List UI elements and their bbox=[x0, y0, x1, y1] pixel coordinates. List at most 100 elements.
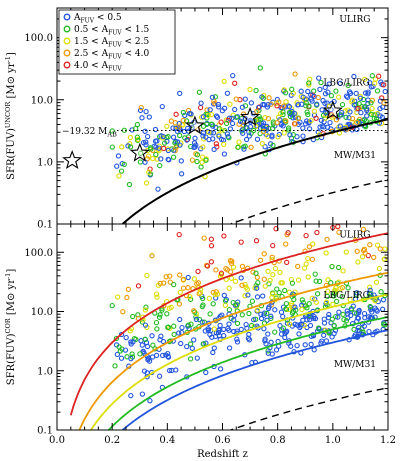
y-title-unit-end: ] bbox=[6, 269, 17, 273]
model-curve bbox=[69, 232, 388, 416]
data-point-red bbox=[303, 232, 309, 239]
data-point-blue bbox=[319, 123, 325, 129]
data-point-red bbox=[314, 229, 320, 236]
data-point-orange bbox=[315, 94, 321, 101]
data-point-blue bbox=[191, 337, 197, 343]
y-title-unit-sup: -1 bbox=[4, 273, 12, 279]
data-point-green bbox=[362, 103, 368, 110]
data-point-blue bbox=[189, 345, 195, 351]
data-point-blue bbox=[379, 306, 386, 312]
data-point-green bbox=[147, 145, 154, 151]
data-point-blue bbox=[314, 101, 320, 107]
data-point-blue bbox=[317, 86, 323, 93]
data-point-green bbox=[138, 150, 144, 156]
data-point-orange bbox=[185, 285, 191, 291]
data-point-yellow bbox=[200, 144, 206, 150]
data-point-yellow bbox=[340, 268, 346, 274]
data-point-green bbox=[226, 307, 233, 313]
legend-lo: 2.5 < bbox=[74, 49, 102, 59]
data-point-green bbox=[304, 305, 310, 311]
data-point-blue bbox=[254, 285, 260, 291]
data-point-green bbox=[343, 318, 350, 324]
data-point-blue bbox=[286, 104, 293, 110]
data-point-red bbox=[313, 115, 319, 121]
legend-sub: FUV bbox=[108, 30, 122, 37]
data-point-blue bbox=[165, 353, 171, 359]
data-point-green bbox=[333, 298, 340, 305]
data-point-green bbox=[328, 280, 334, 286]
y-title-sup: UNCOR bbox=[4, 101, 12, 128]
data-point-yellow bbox=[150, 155, 156, 162]
data-point-yellow bbox=[187, 294, 193, 300]
data-point-blue bbox=[114, 163, 120, 169]
data-point-green bbox=[316, 278, 323, 285]
data-point-blue bbox=[177, 316, 183, 323]
data-point-green bbox=[253, 87, 259, 94]
data-point-green bbox=[165, 134, 171, 140]
model-curve bbox=[107, 316, 388, 430]
data-point-yellow bbox=[288, 300, 295, 307]
data-point-yellow bbox=[273, 100, 280, 106]
data-point-blue bbox=[365, 91, 371, 97]
data-point-orange bbox=[180, 285, 187, 291]
data-point-yellow bbox=[272, 265, 279, 272]
data-point-green bbox=[374, 88, 381, 94]
data-point-yellow bbox=[221, 141, 227, 148]
data-point-blue bbox=[118, 331, 125, 338]
data-point-blue bbox=[337, 80, 343, 87]
data-point-green bbox=[143, 304, 149, 310]
data-point-green bbox=[351, 310, 358, 316]
data-point-blue bbox=[216, 133, 222, 139]
data-point-red bbox=[365, 252, 371, 259]
legend-lo: 1.5 < bbox=[74, 37, 102, 47]
data-point-orange bbox=[257, 257, 264, 263]
data-point-yellow bbox=[164, 123, 170, 129]
data-point-green bbox=[274, 286, 280, 292]
mw-curve-dashed bbox=[121, 329, 388, 430]
data-point-blue bbox=[375, 298, 381, 305]
data-point-green bbox=[113, 335, 120, 342]
data-point-blue bbox=[159, 103, 165, 110]
data-point-yellow bbox=[206, 295, 212, 302]
data-point-orange bbox=[261, 251, 267, 257]
data-point-blue bbox=[225, 134, 231, 140]
data-point-red bbox=[208, 259, 215, 265]
data-point-green bbox=[166, 338, 172, 345]
data-point-green bbox=[129, 351, 135, 357]
data-point-yellow bbox=[367, 284, 373, 290]
data-point-blue bbox=[361, 323, 367, 329]
annotation-label: ULIRG bbox=[339, 230, 370, 240]
data-point-red bbox=[218, 119, 224, 125]
mag-limit-sub: AB bbox=[106, 130, 117, 138]
data-point-orange bbox=[120, 309, 126, 315]
data-point-yellow bbox=[369, 105, 375, 112]
data-point-orange bbox=[149, 253, 155, 259]
data-point-blue bbox=[261, 326, 267, 332]
data-point-yellow bbox=[270, 291, 276, 297]
data-point-blue bbox=[210, 136, 216, 142]
data-point-yellow bbox=[212, 291, 218, 298]
data-point-blue bbox=[147, 398, 153, 404]
data-point-green bbox=[216, 126, 223, 132]
data-point-orange bbox=[138, 104, 144, 111]
data-point-yellow bbox=[262, 283, 268, 289]
data-point-blue bbox=[323, 338, 330, 344]
data-point-orange bbox=[269, 254, 275, 260]
annotation-label: LBG/LIRG bbox=[323, 291, 369, 301]
data-point-red bbox=[335, 224, 341, 230]
data-point-orange bbox=[324, 236, 330, 243]
data-point-blue bbox=[258, 315, 265, 322]
data-point-orange bbox=[176, 301, 183, 307]
data-point-green bbox=[340, 311, 346, 318]
data-point-yellow bbox=[311, 108, 318, 114]
data-point-blue bbox=[231, 328, 237, 335]
data-point-green bbox=[153, 151, 159, 158]
data-point-blue bbox=[179, 324, 185, 331]
data-point-blue bbox=[158, 333, 164, 339]
data-point-blue bbox=[160, 133, 166, 140]
data-point-orange bbox=[371, 254, 377, 261]
data-point-yellow bbox=[305, 255, 311, 262]
data-point-blue bbox=[242, 96, 248, 102]
data-point-yellow bbox=[359, 254, 366, 260]
data-point-yellow bbox=[116, 173, 122, 179]
